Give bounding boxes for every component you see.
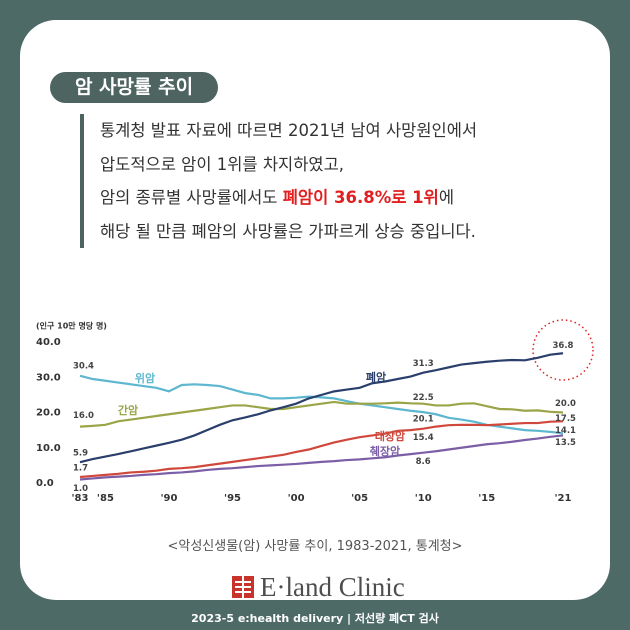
data-label: 20.0 [555, 399, 576, 409]
y-axis-label: (인구 10만 명당 명) [36, 321, 107, 331]
text: 압도적으로 암이 1위를 차지하였고, [100, 154, 344, 174]
card [20, 20, 610, 600]
text: 통계청 발표 자료에 따르면 2021년 남여 사망원인에서 [100, 121, 478, 140]
data-label: 22.5 [413, 393, 434, 403]
text-line: 통계청 발표 자료에 따르면 2021년 남여 사망원인에서 [100, 114, 477, 148]
caption: <악성신생물(암) 사망률 추이, 1983-2021, 통계청> [167, 539, 463, 554]
data-label: 1.0 [73, 484, 88, 494]
data-label: 1.7 [73, 464, 88, 474]
section-title: 암 사망률 추이 [50, 72, 218, 103]
x-tick-label: '85 [97, 493, 114, 504]
y-tick-label: 10.0 [36, 443, 61, 454]
x-tick-label: '83 [72, 493, 89, 504]
series-label: 위암 [135, 372, 155, 385]
x-tick-label: '95 [224, 493, 241, 504]
x-tick-label: '05 [351, 493, 368, 504]
paragraph: 통계청 발표 자료에 따르면 2021년 남여 사망원인에서 압도적으로 암이 … [80, 114, 477, 248]
footer: 2023-5 e:health delivery | 저선량 폐CT 검사 [191, 612, 439, 625]
x-tick-label: '21 [555, 493, 572, 504]
data-label: 20.1 [413, 415, 434, 425]
highlight: 폐암이 36.8%로 1위 [282, 188, 439, 207]
data-label: 5.9 [73, 449, 88, 459]
line-series [79, 400, 564, 428]
data-label: 13.5 [555, 438, 576, 448]
series-label: 대장암 [375, 429, 405, 443]
series-label: 간암 [118, 403, 138, 417]
y-tick-label: 30.0 [36, 372, 61, 383]
data-label: 36.8 [553, 341, 574, 351]
data-label: 15.4 [413, 433, 434, 443]
text: 해당 될 만큼 폐암의 사망률은 가파르게 상승 중입니다. [100, 221, 476, 241]
text: 암의 종류별 사망률에서도 [100, 188, 283, 207]
text-line: 해당 될 만큼 폐암의 사망률은 가파르게 상승 중입니다. [100, 215, 477, 249]
data-label: 8.6 [416, 457, 431, 467]
y-tick-label: 20.0 [36, 408, 61, 419]
x-tick-label: '90 [160, 493, 177, 504]
text-line: 압도적으로 암이 1위를 차지하였고, [100, 148, 477, 182]
logo: E·land Clinic [230, 572, 405, 603]
text: 에 [438, 188, 455, 207]
line-series [79, 434, 564, 481]
line-series [79, 374, 564, 435]
data-label: 16.0 [73, 411, 94, 421]
text-line: 암의 종류별 사망률에서도 폐암이 36.8%로 1위에 [100, 181, 477, 215]
logo-icon [232, 576, 254, 598]
highlight-circle [532, 319, 594, 381]
logo-text: E·land Clinic [260, 572, 405, 602]
x-tick-label: '00 [288, 493, 305, 504]
x-tick-label: '10 [415, 493, 432, 504]
line-series [79, 352, 564, 464]
line-series [79, 420, 564, 479]
data-label: 17.5 [555, 414, 576, 424]
x-tick-label: '15 [478, 493, 495, 504]
y-tick-label: 0.0 [36, 478, 54, 489]
series-label: 췌장암 [370, 444, 400, 458]
data-label: 14.1 [555, 426, 576, 436]
data-label: 30.4 [73, 361, 94, 371]
y-tick-label: 40.0 [36, 337, 61, 348]
series-label: 폐암 [366, 370, 386, 384]
data-label: 31.3 [413, 359, 434, 369]
